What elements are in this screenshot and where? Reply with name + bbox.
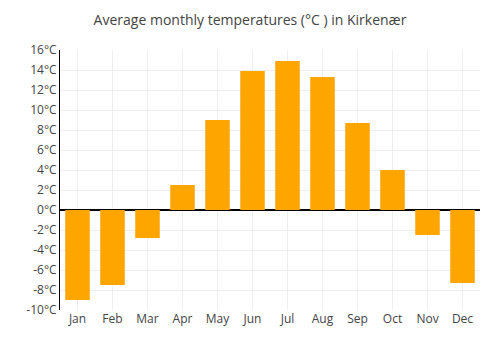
- svg-text:-4°C: -4°C: [33, 241, 57, 258]
- svg-text:4°C: 4°C: [37, 161, 57, 178]
- svg-text:8°C: 8°C: [37, 121, 57, 138]
- svg-text:-2°C: -2°C: [33, 221, 57, 238]
- svg-text:Aug: Aug: [312, 310, 334, 327]
- svg-text:Nov: Nov: [416, 310, 438, 327]
- svg-text:Mar: Mar: [136, 310, 158, 327]
- svg-text:10°C: 10°C: [30, 101, 57, 118]
- svg-text:16°C: 16°C: [30, 41, 57, 58]
- svg-text:0°C: 0°C: [37, 201, 57, 218]
- svg-text:Dec: Dec: [452, 310, 473, 327]
- svg-text:12°C: 12°C: [30, 81, 57, 98]
- svg-text:Feb: Feb: [102, 310, 122, 327]
- svg-text:Sep: Sep: [347, 310, 368, 327]
- svg-text:-8°C: -8°C: [33, 281, 57, 298]
- svg-text:6°C: 6°C: [37, 141, 57, 158]
- svg-text:Oct: Oct: [383, 310, 402, 327]
- svg-text:Apr: Apr: [173, 310, 193, 327]
- svg-text:Jun: Jun: [243, 310, 262, 327]
- svg-text:-10°C: -10°C: [26, 301, 57, 318]
- svg-text:14°C: 14°C: [30, 61, 57, 78]
- svg-text:May: May: [206, 310, 230, 327]
- svg-text:Jan: Jan: [68, 310, 86, 327]
- svg-text:Jul: Jul: [280, 310, 295, 327]
- svg-text:2°C: 2°C: [37, 181, 57, 198]
- svg-text:Average monthly temperatures (: Average monthly temperatures (°C ) in Ki…: [94, 10, 407, 29]
- svg-text:-6°C: -6°C: [33, 261, 57, 278]
